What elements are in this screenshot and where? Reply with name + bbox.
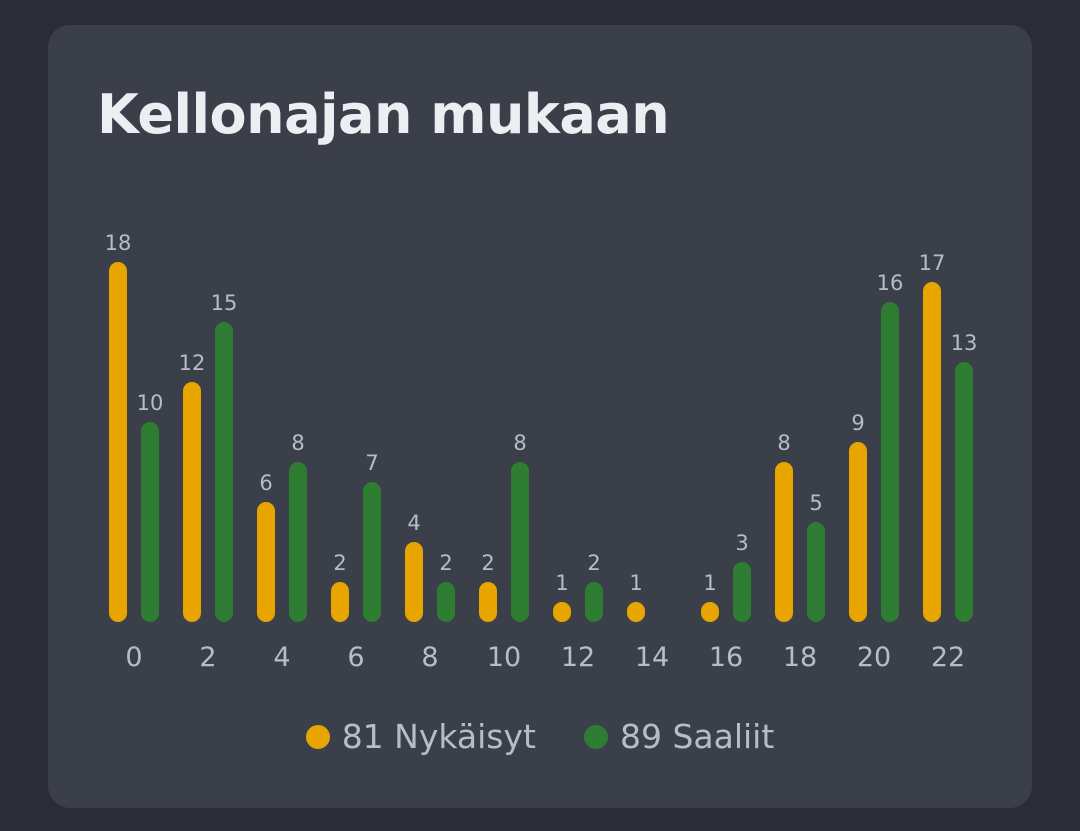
value-label: 15 bbox=[211, 291, 238, 315]
bar-nykisyt-4[interactable] bbox=[257, 502, 275, 622]
bar-nykisyt-8[interactable] bbox=[405, 542, 423, 622]
value-label: 1 bbox=[703, 571, 716, 595]
card-title: Kellonajan mukaan bbox=[97, 83, 670, 146]
bar-nykisyt-12[interactable] bbox=[553, 602, 571, 622]
value-label: 17 bbox=[919, 251, 946, 275]
x-tick-label: 0 bbox=[125, 642, 142, 673]
value-label: 5 bbox=[809, 491, 822, 515]
bar-saaliit-16[interactable] bbox=[733, 562, 751, 622]
value-label: 2 bbox=[587, 551, 600, 575]
bar-nykisyt-22[interactable] bbox=[923, 282, 941, 622]
value-label: 8 bbox=[777, 431, 790, 455]
x-tick-label: 14 bbox=[635, 642, 669, 673]
value-label: 2 bbox=[439, 551, 452, 575]
value-label: 18 bbox=[105, 231, 132, 255]
bar-saaliit-22[interactable] bbox=[955, 362, 973, 622]
bar-saaliit-12[interactable] bbox=[585, 582, 603, 622]
bar-nykisyt-0[interactable] bbox=[109, 262, 127, 622]
value-label: 2 bbox=[481, 551, 494, 575]
bar-nykisyt-14[interactable] bbox=[627, 602, 645, 622]
legend-label: 89 Saaliit bbox=[619, 717, 775, 756]
x-tick-label: 8 bbox=[421, 642, 438, 673]
bar-saaliit-0[interactable] bbox=[141, 422, 159, 622]
value-label: 4 bbox=[407, 511, 420, 535]
value-label: 6 bbox=[259, 471, 272, 495]
x-tick-label: 22 bbox=[931, 642, 965, 673]
bar-nykisyt-2[interactable] bbox=[183, 382, 201, 622]
x-tick-label: 18 bbox=[783, 642, 817, 673]
bar-nykisyt-16[interactable] bbox=[701, 602, 719, 622]
value-label: 1 bbox=[555, 571, 568, 595]
bars-layer bbox=[109, 262, 973, 622]
value-label: 13 bbox=[951, 331, 978, 355]
x-axis-ticks: 0 2 4 6 8 10 12 14 16 18 20 22 bbox=[125, 642, 965, 673]
bar-saaliit-6[interactable] bbox=[363, 482, 381, 622]
legend-dot-icon bbox=[583, 724, 608, 749]
x-tick-label: 6 bbox=[347, 642, 364, 673]
legend-item-saaliit[interactable]: 89 Saaliit bbox=[583, 717, 775, 756]
chart-card: Kellonajan mukaan 18 10 12 15 6 8 2 7 4 2 2 8 1 2 1 1 3 8… bbox=[48, 25, 1032, 808]
x-tick-label: 12 bbox=[561, 642, 595, 673]
x-tick-label: 16 bbox=[709, 642, 743, 673]
value-label: 9 bbox=[851, 411, 864, 435]
bar-saaliit-18[interactable] bbox=[807, 522, 825, 622]
legend-dot-icon bbox=[305, 724, 330, 749]
bar-nykisyt-20[interactable] bbox=[849, 442, 867, 622]
x-tick-label: 10 bbox=[487, 642, 521, 673]
bar-nykisyt-18[interactable] bbox=[775, 462, 793, 622]
bar-saaliit-10[interactable] bbox=[511, 462, 529, 622]
bar-saaliit-2[interactable] bbox=[215, 322, 233, 622]
value-label: 2 bbox=[333, 551, 346, 575]
value-label: 8 bbox=[513, 431, 526, 455]
value-label: 1 bbox=[629, 571, 642, 595]
chart-legend: 81 Nykäisyt 89 Saaliit bbox=[48, 717, 1032, 756]
value-label: 10 bbox=[137, 391, 164, 415]
bar-nykisyt-10[interactable] bbox=[479, 582, 497, 622]
bar-saaliit-20[interactable] bbox=[881, 302, 899, 622]
bar-saaliit-8[interactable] bbox=[437, 582, 455, 622]
x-tick-label: 4 bbox=[273, 642, 290, 673]
value-label: 3 bbox=[735, 531, 748, 555]
legend-label: 81 Nykäisyt bbox=[341, 717, 536, 756]
value-label: 7 bbox=[365, 451, 378, 475]
bar-saaliit-4[interactable] bbox=[289, 462, 307, 622]
legend-item-nykaisyt[interactable]: 81 Nykäisyt bbox=[305, 717, 536, 756]
x-tick-label: 20 bbox=[857, 642, 891, 673]
bar-nykisyt-6[interactable] bbox=[331, 582, 349, 622]
value-label: 16 bbox=[877, 271, 904, 295]
x-tick-label: 2 bbox=[199, 642, 216, 673]
value-label: 12 bbox=[179, 351, 206, 375]
value-label: 8 bbox=[291, 431, 304, 455]
